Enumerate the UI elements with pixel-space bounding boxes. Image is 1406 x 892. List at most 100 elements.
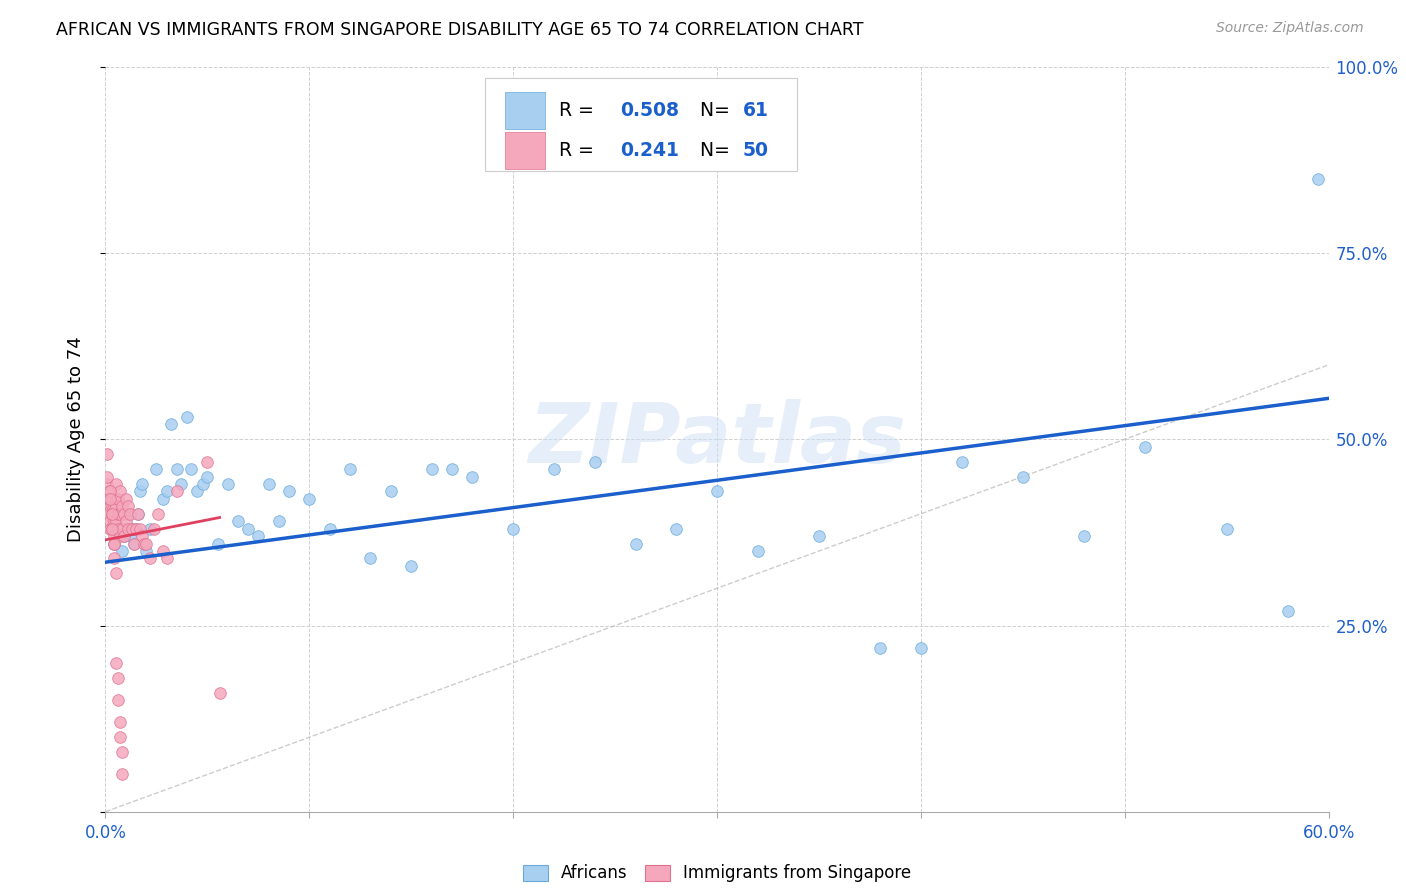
Point bbox=[135, 544, 157, 558]
Point bbox=[103, 514, 125, 528]
Point bbox=[107, 507, 129, 521]
Text: N=: N= bbox=[700, 101, 735, 120]
Point bbox=[950, 455, 973, 469]
Point bbox=[107, 491, 129, 506]
FancyBboxPatch shape bbox=[485, 78, 797, 171]
Point bbox=[318, 522, 342, 536]
Point bbox=[186, 484, 208, 499]
FancyBboxPatch shape bbox=[505, 92, 544, 129]
Point bbox=[115, 514, 138, 528]
Point bbox=[96, 507, 118, 521]
Text: Source: ZipAtlas.com: Source: ZipAtlas.com bbox=[1216, 21, 1364, 35]
Point bbox=[108, 484, 131, 499]
Point bbox=[156, 484, 179, 499]
Point bbox=[166, 462, 188, 476]
Point bbox=[624, 536, 647, 550]
Point bbox=[107, 693, 129, 707]
Point bbox=[103, 500, 125, 514]
Point bbox=[152, 544, 174, 558]
Point bbox=[193, 477, 215, 491]
Point bbox=[134, 536, 156, 550]
Point bbox=[103, 529, 125, 543]
Point bbox=[96, 447, 118, 461]
Point bbox=[117, 507, 139, 521]
Legend: Africans, Immigrants from Singapore: Africans, Immigrants from Singapore bbox=[516, 858, 918, 889]
Point bbox=[127, 507, 149, 521]
Point bbox=[111, 522, 134, 536]
Point bbox=[111, 767, 134, 781]
Point bbox=[104, 566, 127, 581]
Point bbox=[197, 469, 219, 483]
Point bbox=[112, 507, 135, 521]
Text: ZIPatlas: ZIPatlas bbox=[529, 399, 905, 480]
Point bbox=[148, 507, 170, 521]
Point bbox=[1277, 604, 1299, 618]
Point bbox=[131, 477, 153, 491]
Point bbox=[159, 417, 181, 432]
Point bbox=[180, 462, 202, 476]
Point bbox=[152, 491, 174, 506]
Point bbox=[869, 640, 891, 655]
Point bbox=[104, 500, 127, 514]
Point bbox=[118, 529, 141, 543]
Text: 0.508: 0.508 bbox=[620, 101, 679, 120]
Point bbox=[910, 640, 932, 655]
Point bbox=[122, 536, 145, 550]
Point bbox=[1133, 440, 1156, 454]
Point bbox=[98, 484, 121, 499]
Point bbox=[380, 484, 402, 499]
Point bbox=[1308, 171, 1330, 186]
Point bbox=[420, 462, 443, 476]
Point bbox=[747, 544, 769, 558]
Point bbox=[131, 529, 153, 543]
Point bbox=[135, 536, 157, 550]
Point bbox=[226, 514, 249, 528]
Point bbox=[129, 484, 152, 499]
Point bbox=[98, 514, 121, 528]
Text: 0.241: 0.241 bbox=[620, 141, 679, 161]
Text: 61: 61 bbox=[742, 101, 769, 120]
Point bbox=[122, 536, 145, 550]
Point bbox=[107, 522, 129, 536]
Point bbox=[543, 462, 565, 476]
Point bbox=[117, 522, 139, 536]
Point bbox=[104, 477, 127, 491]
Point bbox=[278, 484, 301, 499]
Point bbox=[176, 409, 198, 424]
Point bbox=[103, 536, 125, 550]
Y-axis label: Disability Age 65 to 74: Disability Age 65 to 74 bbox=[66, 336, 84, 542]
Point bbox=[107, 671, 129, 685]
Point bbox=[339, 462, 361, 476]
Point bbox=[112, 529, 135, 543]
Point bbox=[108, 730, 131, 744]
Point bbox=[207, 536, 229, 550]
Point bbox=[166, 484, 188, 499]
Point bbox=[98, 500, 121, 514]
Point bbox=[360, 551, 382, 566]
Text: N=: N= bbox=[700, 141, 735, 161]
Point bbox=[145, 462, 167, 476]
Point bbox=[115, 491, 138, 506]
Point bbox=[111, 500, 134, 514]
Point bbox=[103, 536, 125, 550]
Point bbox=[98, 491, 121, 506]
Point bbox=[108, 507, 131, 521]
Point bbox=[100, 507, 122, 521]
Point bbox=[118, 507, 141, 521]
Point bbox=[115, 522, 138, 536]
Point bbox=[298, 491, 321, 506]
Point bbox=[217, 477, 239, 491]
Point bbox=[125, 522, 148, 536]
Point bbox=[665, 522, 688, 536]
Point bbox=[100, 522, 122, 536]
Point bbox=[502, 522, 524, 536]
Point bbox=[247, 529, 270, 543]
Point bbox=[139, 522, 162, 536]
Point bbox=[112, 529, 135, 543]
Point bbox=[100, 522, 122, 536]
Point bbox=[236, 522, 260, 536]
Point bbox=[127, 507, 149, 521]
Point bbox=[1216, 522, 1239, 536]
Point bbox=[1073, 529, 1095, 543]
Point bbox=[257, 477, 280, 491]
